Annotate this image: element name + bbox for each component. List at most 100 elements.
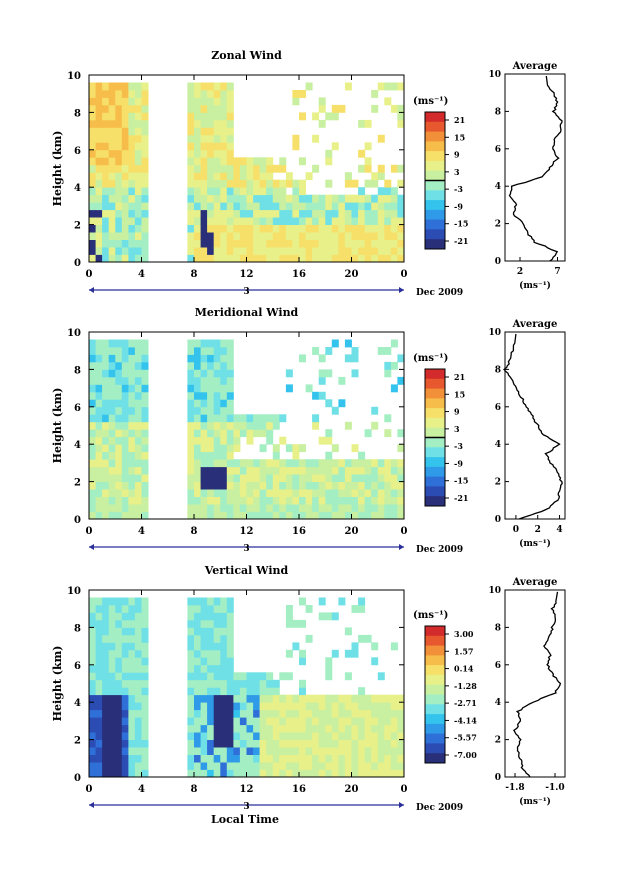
heatmap-cell: [89, 369, 96, 378]
heatmap-cell: [213, 511, 221, 520]
heatmap-cell: [259, 194, 267, 203]
heatmap-cell: [95, 762, 103, 770]
heatmap-cell: [272, 769, 280, 778]
heatmap-cell: [351, 202, 359, 211]
heatmap-cell: [102, 254, 110, 263]
heatmap-cell: [134, 762, 142, 770]
heatmap-cell: [272, 247, 280, 255]
heatmap-cell: [239, 709, 247, 718]
colorbar-swatch: [425, 447, 445, 458]
heatmap-cell: [89, 421, 96, 430]
heatmap-cell: [194, 687, 201, 696]
heatmap-cell: [213, 247, 221, 255]
heatmap-cell: [272, 209, 280, 218]
heatmap-cell: [115, 739, 123, 748]
heatmap-cell: [292, 709, 300, 718]
heatmap-cell: [108, 672, 116, 681]
heatmap-cell: [253, 747, 261, 755]
average-x-tick-label: 2: [535, 525, 541, 535]
heatmap-cell: [338, 202, 346, 211]
heatmap-cell: [299, 209, 306, 218]
heatmap-cell: [108, 339, 116, 348]
heatmap-cell: [377, 209, 385, 218]
heatmap-cell: [187, 444, 195, 453]
heatmap-cell: [95, 202, 103, 211]
heatmap-cell: [108, 202, 116, 211]
heatmap-cell: [102, 634, 110, 643]
heatmap-cell: [213, 142, 221, 151]
heatmap-cell: [312, 769, 320, 778]
heatmap-cell: [253, 224, 261, 233]
heatmap-cell: [121, 354, 129, 363]
heatmap-cell: [285, 232, 293, 240]
heatmap-cell: [318, 209, 326, 218]
heatmap-cell: [292, 97, 300, 106]
heatmap-cell: [226, 732, 234, 740]
colorbar-swatch: [425, 112, 445, 123]
heatmap-cell: [187, 459, 195, 468]
heatmap-cell: [89, 127, 96, 136]
heatmap-cell: [213, 605, 221, 613]
heatmap-cell: [331, 489, 339, 497]
heatmap-cell: [299, 769, 306, 778]
heatmap-cell: [266, 754, 274, 763]
heatmap-cell: [292, 194, 300, 203]
heatmap-cell: [213, 127, 221, 136]
heatmap-cell: [272, 489, 280, 497]
heatmap-cell: [377, 466, 385, 475]
heatmap-cell: [121, 384, 129, 393]
heatmap-cell: [141, 369, 149, 378]
heatmap-cell: [187, 369, 195, 378]
heatmap-cell: [141, 709, 149, 718]
heatmap-cell: [331, 254, 339, 263]
heatmap-cell: [233, 157, 241, 166]
heatmap-cell: [194, 187, 201, 196]
heatmap-cell: [128, 597, 136, 606]
heatmap-cell: [364, 429, 372, 438]
heatmap-cell: [371, 504, 379, 512]
average-title: Average: [512, 61, 558, 72]
heatmap-cell: [384, 481, 392, 490]
heatmap-cell: [397, 717, 405, 726]
heatmap-cell: [89, 702, 96, 711]
heatmap-cell: [318, 254, 326, 263]
heatmap-cell: [358, 119, 366, 128]
heatmap-cell: [200, 391, 208, 400]
heatmap-cell: [102, 112, 110, 121]
heatmap-cell: [371, 194, 379, 203]
heatmap-cell: [134, 739, 142, 748]
heatmap-cell: [213, 369, 221, 378]
heatmap-cell: [89, 511, 96, 520]
heatmap-cell: [344, 694, 352, 703]
heatmap-cell: [226, 474, 234, 482]
heatmap-cell: [299, 511, 306, 520]
heatmap-cell: [364, 511, 372, 520]
heatmap-cell: [141, 194, 149, 203]
heatmap-cell: [299, 247, 306, 255]
heatmap-cell: [128, 254, 136, 263]
heatmap-cell: [384, 202, 392, 211]
heatmap-cell: [213, 202, 221, 211]
heatmap-cell: [318, 194, 326, 203]
heatmap-cell: [318, 769, 326, 778]
heatmap-cell: [95, 474, 103, 482]
heatmap-cell: [299, 187, 306, 196]
heatmap-cell: [279, 217, 287, 225]
heatmap-cell: [226, 391, 234, 400]
heatmap-cell: [207, 376, 215, 385]
heatmap-cell: [108, 224, 116, 233]
heatmap-cell: [266, 157, 274, 166]
heatmap-cell: [384, 739, 392, 748]
heatmap-cell: [213, 104, 221, 113]
heatmap-cell: [272, 217, 280, 225]
heatmap-cell: [213, 672, 221, 681]
heatmap-cell: [141, 694, 149, 703]
heatmap-cell: [266, 254, 274, 263]
heatmap-cell: [331, 194, 339, 203]
heatmap-cell: [102, 149, 110, 158]
heatmap-cell: [358, 496, 366, 505]
heatmap-cell: [207, 157, 215, 166]
heatmap-cell: [200, 247, 208, 255]
heatmap-cell: [344, 239, 352, 248]
heatmap-cell: [312, 459, 320, 468]
